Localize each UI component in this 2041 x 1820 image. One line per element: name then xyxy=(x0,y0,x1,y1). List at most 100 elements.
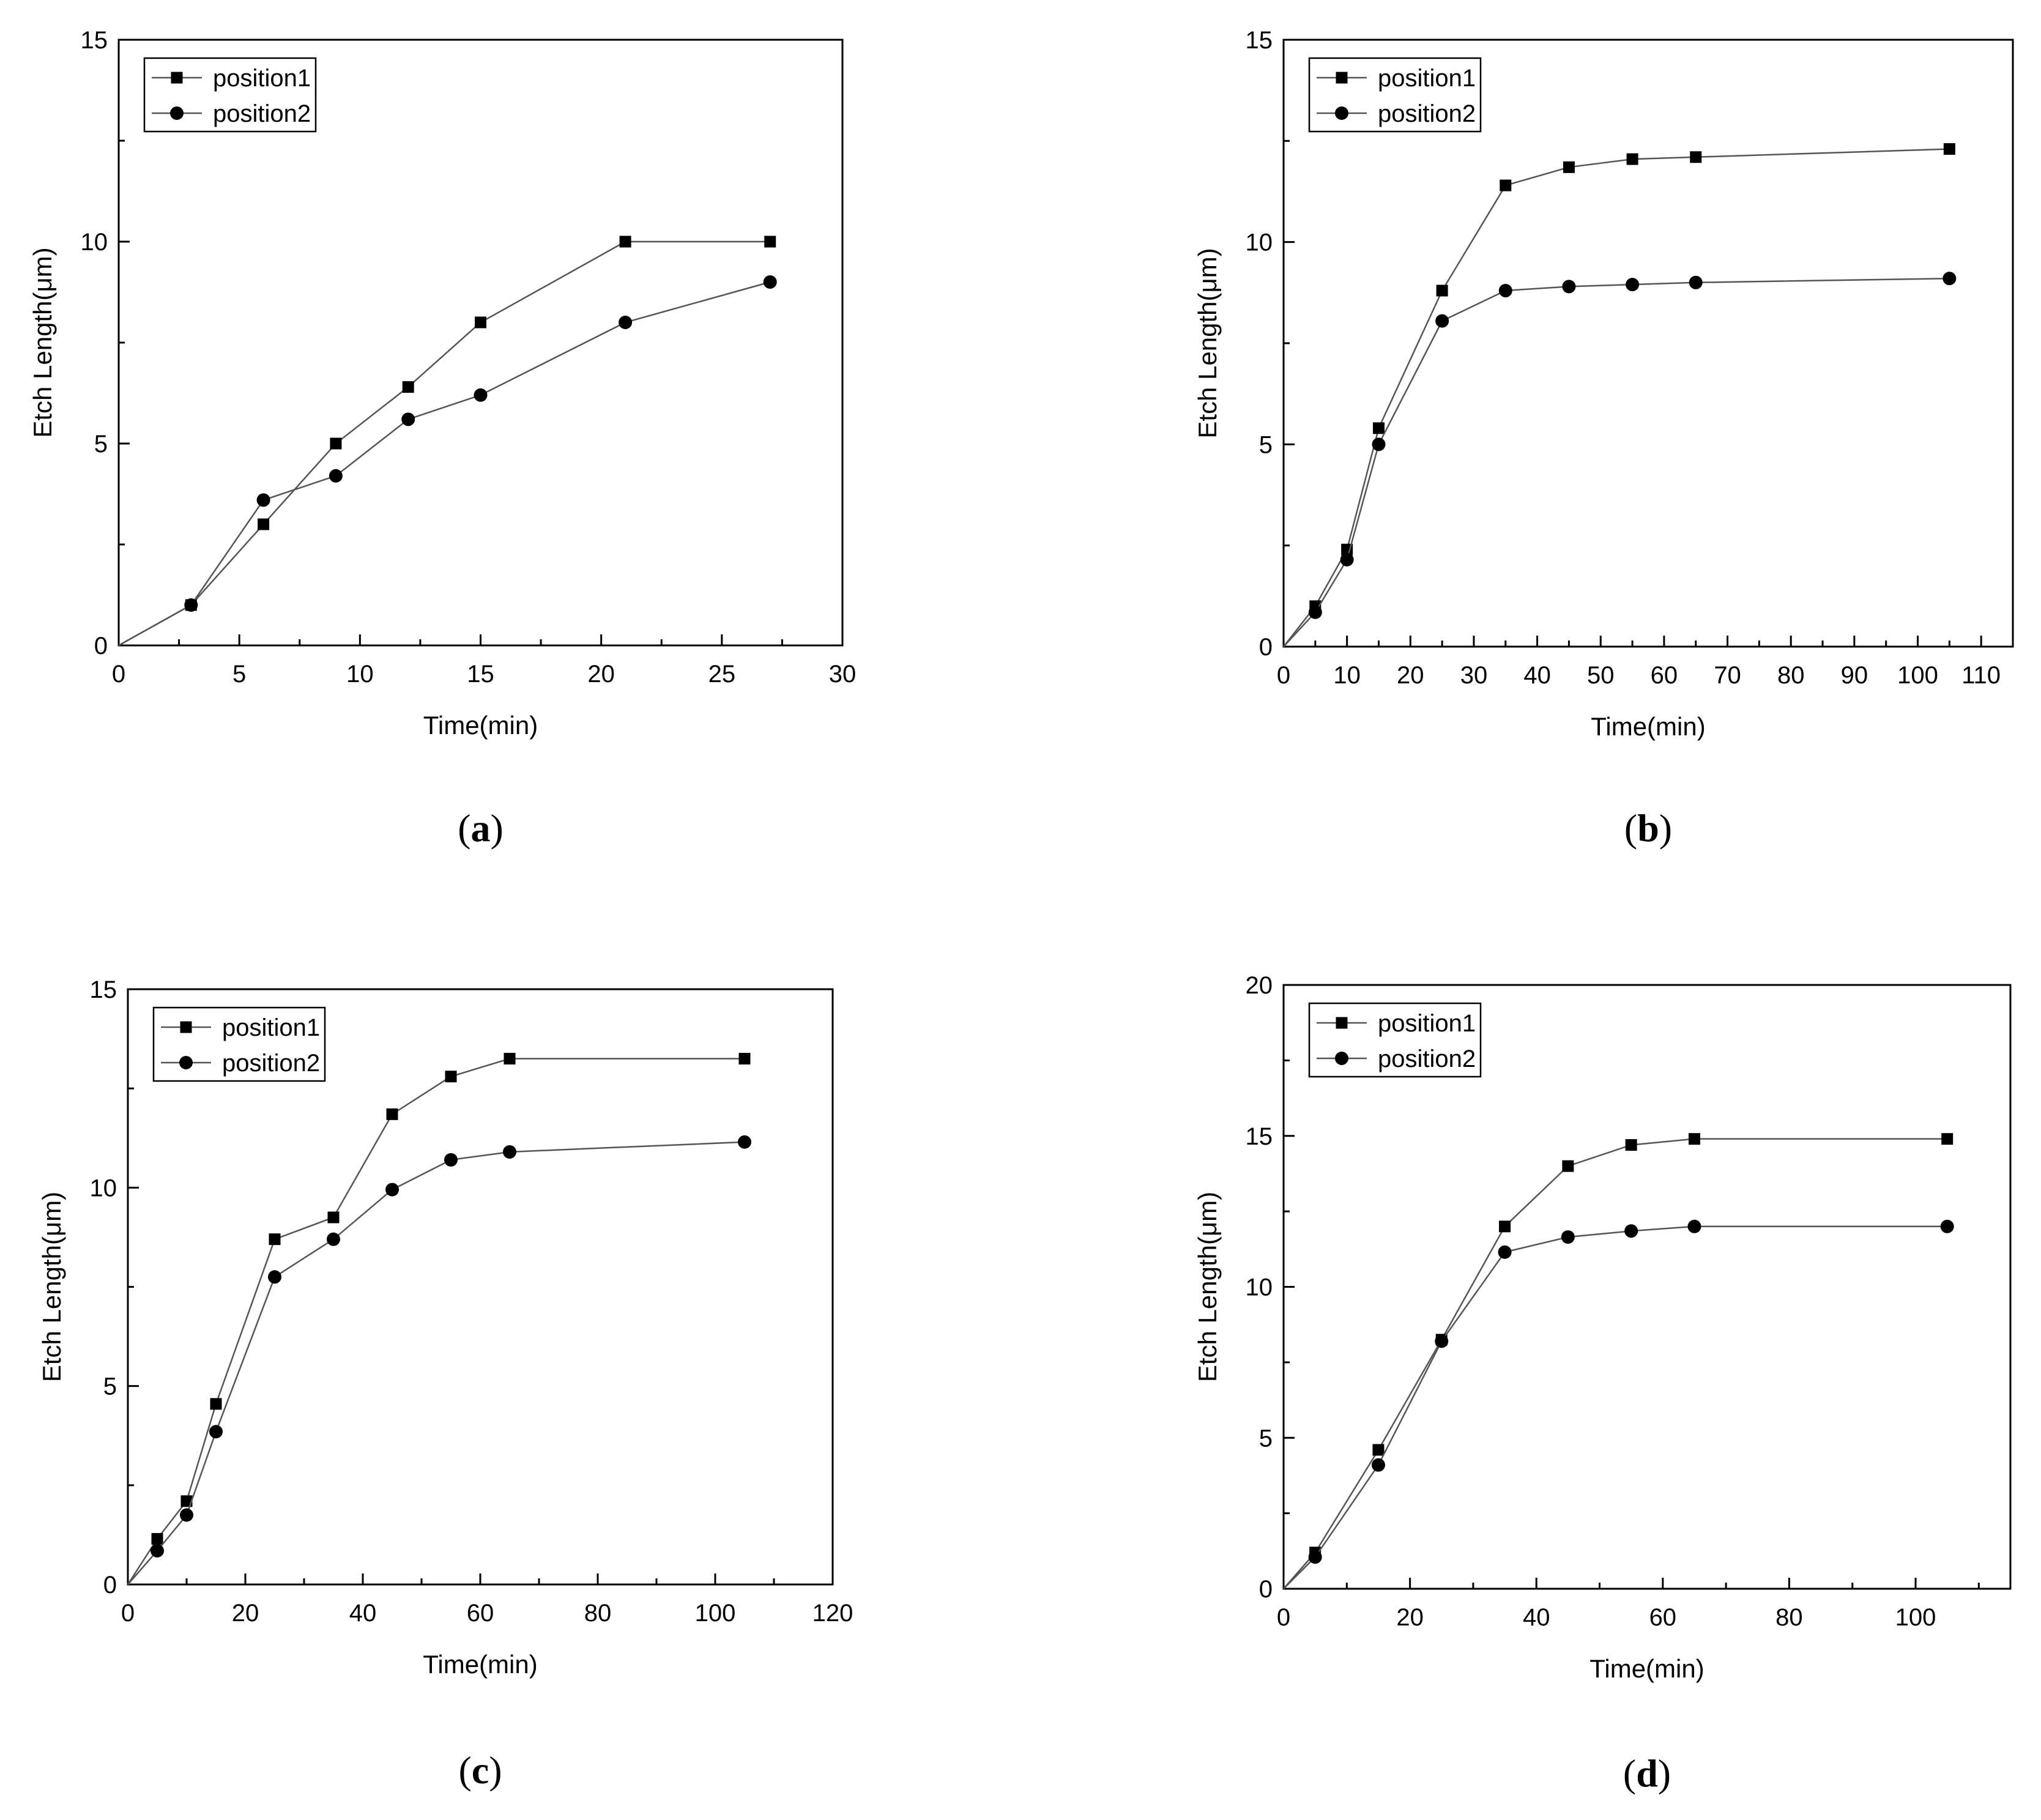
data-point-position2 xyxy=(1372,437,1386,451)
x-tick-label: 10 xyxy=(346,661,374,688)
x-tick-label: 20 xyxy=(1396,1604,1424,1631)
x-tick-label: 40 xyxy=(349,1600,377,1627)
data-point-position2 xyxy=(184,598,198,612)
x-tick-label: 60 xyxy=(1651,662,1678,689)
data-point-position2 xyxy=(619,316,633,329)
legend-marker-square xyxy=(180,1021,192,1033)
y-tick-label: 5 xyxy=(1259,431,1273,458)
legend-label-position1: position1 xyxy=(222,1014,320,1041)
y-tick-label: 5 xyxy=(94,431,108,458)
data-point-position1 xyxy=(738,1053,751,1065)
legend-box xyxy=(1308,1002,1482,1078)
legend-label-position2: position2 xyxy=(222,1050,320,1077)
legend-marker-circle xyxy=(170,106,184,120)
panel-caption: (d) xyxy=(1623,1751,1671,1795)
data-point-position2 xyxy=(1498,284,1512,298)
data-point-position1 xyxy=(386,1108,398,1120)
x-tick-label: 80 xyxy=(1775,1604,1803,1631)
x-tick-label: 100 xyxy=(1897,662,1938,689)
data-point-position1 xyxy=(180,1495,193,1507)
data-point-position2 xyxy=(1942,272,1957,286)
y-tick-label: 10 xyxy=(1246,1274,1273,1301)
x-tick-label: 30 xyxy=(829,661,857,688)
y-tick-label: 10 xyxy=(90,1175,117,1202)
data-point-position2 xyxy=(327,1232,340,1246)
data-point-position2 xyxy=(503,1145,516,1159)
data-point-position2 xyxy=(1689,275,1703,289)
data-point-position2 xyxy=(1435,314,1449,328)
x-axis-label: Time(min) xyxy=(423,711,538,740)
y-tick-label: 0 xyxy=(1259,634,1273,661)
y-tick-label: 10 xyxy=(1246,229,1273,256)
chart-panel-b: 0 10 20 30 40 50 60 70 80 90 100 110 0 5 10 15 Time(min)… xyxy=(1193,27,2014,850)
series-line-position1 xyxy=(118,240,770,647)
legend-marker-square xyxy=(1336,1017,1348,1029)
series-line-position2 xyxy=(1283,277,1950,647)
data-point-position1 xyxy=(151,1532,163,1545)
legend-marker-square xyxy=(171,72,183,84)
legend-label-position1: position1 xyxy=(1378,65,1476,92)
data-point-position2 xyxy=(1435,1334,1449,1348)
panel-caption: (c) xyxy=(458,1748,502,1792)
legend-marker-circle xyxy=(1335,106,1348,120)
data-point-position1 xyxy=(402,381,414,393)
data-point-position2 xyxy=(329,469,343,483)
data-point-position1 xyxy=(1372,1444,1385,1456)
y-tick-label: 20 xyxy=(1246,972,1273,999)
legend-marker-square xyxy=(1336,72,1348,84)
x-tick-label: 120 xyxy=(812,1600,853,1627)
x-tick-label: 20 xyxy=(587,661,615,688)
y-tick-label: 15 xyxy=(1246,27,1273,54)
data-point-position1 xyxy=(619,236,631,248)
y-tick-label: 15 xyxy=(90,976,117,1003)
y-tick-label: 0 xyxy=(1259,1576,1273,1603)
data-point-position1 xyxy=(1625,1139,1637,1151)
data-point-position1 xyxy=(327,1211,340,1224)
x-tick-label: 0 xyxy=(1277,662,1290,689)
data-point-position1 xyxy=(475,316,486,329)
data-point-position1 xyxy=(1500,179,1512,191)
x-tick-label: 80 xyxy=(584,1600,612,1627)
series-line-position1 xyxy=(127,1058,745,1585)
legend-label-position2: position2 xyxy=(1378,1046,1476,1072)
series-line-position1 xyxy=(1283,148,1950,647)
data-point-position1 xyxy=(1499,1220,1511,1233)
data-point-position2 xyxy=(1308,1550,1322,1564)
x-tick-label: 50 xyxy=(1587,662,1615,689)
data-point-position2 xyxy=(1624,1224,1638,1238)
plot-frame xyxy=(127,988,834,1586)
series-line-position1 xyxy=(1283,1138,1947,1589)
x-tick-label: 15 xyxy=(467,661,494,688)
legend-box xyxy=(152,1006,326,1082)
x-tick-label: 0 xyxy=(1277,1604,1290,1631)
x-tick-label: 80 xyxy=(1777,662,1805,689)
y-axis-label: Etch Length(μm) xyxy=(1193,248,1222,438)
data-point-position2 xyxy=(151,1543,164,1558)
data-point-position2 xyxy=(1371,1458,1385,1472)
plot-frame xyxy=(1282,984,2012,1590)
x-tick-label: 110 xyxy=(1961,662,2001,689)
data-point-position1 xyxy=(1562,1160,1574,1172)
y-axis-label: Etch Length(μm) xyxy=(37,1192,66,1382)
y-tick-label: 15 xyxy=(81,27,108,54)
legend-marker-circle xyxy=(1335,1052,1348,1065)
data-point-position1 xyxy=(1941,1133,1954,1145)
x-tick-label: 30 xyxy=(1460,662,1488,689)
y-tick-label: 0 xyxy=(94,633,108,659)
data-point-position2 xyxy=(1561,1230,1575,1244)
x-tick-label: 70 xyxy=(1714,662,1741,689)
x-tick-label: 10 xyxy=(1333,662,1361,689)
y-tick-label: 10 xyxy=(81,229,108,256)
data-point-position2 xyxy=(180,1508,193,1522)
data-point-position2 xyxy=(444,1153,458,1167)
data-point-position2 xyxy=(474,388,488,402)
legend-label-position2: position2 xyxy=(1378,100,1476,127)
y-axis-label: Etch Length(μm) xyxy=(28,247,57,437)
x-tick-label: 0 xyxy=(112,661,125,688)
data-point-position2 xyxy=(401,412,415,426)
x-axis-label: Time(min) xyxy=(1589,1654,1704,1683)
data-point-position1 xyxy=(330,437,342,450)
y-axis-label: Etch Length(μm) xyxy=(1193,1192,1222,1382)
